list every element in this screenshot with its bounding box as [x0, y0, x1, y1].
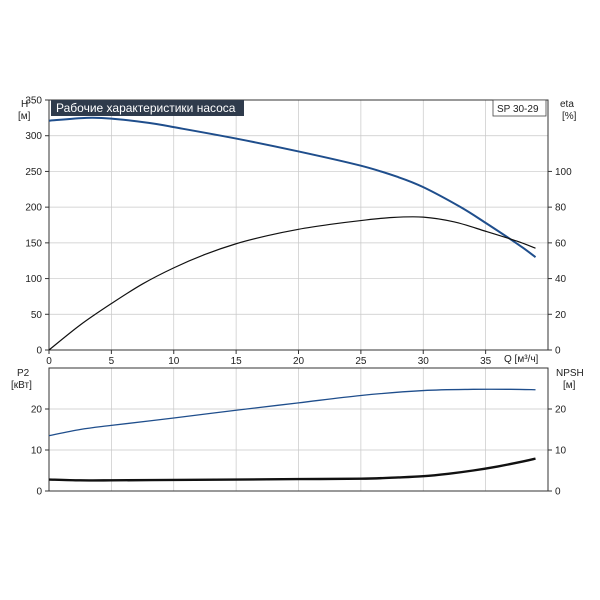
- efficiency-curve: [48, 216, 536, 351]
- y-right-tick-label: 20: [555, 405, 567, 416]
- y-right-tick-label: 80: [555, 203, 567, 214]
- y-right-tick-label: 10: [555, 446, 567, 457]
- npsh-curve: [48, 457, 536, 482]
- y-right-tick-label: 0: [555, 487, 561, 498]
- y-left-tick-label: 0: [36, 487, 42, 498]
- x-tick-label: 25: [355, 356, 367, 367]
- y-left-tick-label: 150: [25, 238, 42, 249]
- y-left-tick-label: 200: [25, 203, 42, 214]
- x-tick-label: 35: [480, 356, 492, 367]
- power-curve: [48, 388, 536, 437]
- y-right-tick-label: 40: [555, 274, 567, 285]
- y-axis-right-unit-bottom: [м]: [563, 380, 576, 391]
- bottom-chart-curves: [48, 388, 536, 482]
- model-label-box: [492, 99, 547, 117]
- bottom-chart-ticks: 0 10 20 0 10 20: [31, 405, 567, 498]
- y-axis-left-unit-bottom: [кВт]: [11, 380, 32, 391]
- x-tick-label: 15: [231, 356, 243, 367]
- x-tick-label: 20: [293, 356, 305, 367]
- head-curve: [48, 116, 537, 258]
- y-left-tick-label: 300: [25, 131, 42, 142]
- y-right-tick-label: 0: [555, 346, 561, 357]
- x-tick-label: 10: [168, 356, 180, 367]
- top-chart-curves: [48, 116, 537, 351]
- x-tick-label: 5: [109, 356, 115, 367]
- chart-title: Рабочие характеристики насоса: [56, 101, 236, 115]
- y-left-tick-label: 100: [25, 274, 42, 285]
- x-axis-label: Q [м³/ч]: [504, 354, 539, 365]
- y-left-tick-label: 0: [36, 346, 42, 357]
- bottom-chart-frame: [48, 367, 549, 492]
- y-left-tick-label: 20: [31, 405, 43, 416]
- x-tick-label: 0: [46, 356, 52, 367]
- y-axis-right-unit-top: [%]: [562, 111, 577, 122]
- y-axis-right-label-top: eta: [560, 99, 574, 110]
- y-left-tick-label: 50: [31, 310, 43, 321]
- model-label: SP 30-29: [497, 104, 539, 115]
- y-right-tick-label: 100: [555, 167, 572, 178]
- chart-title-box: [51, 100, 244, 116]
- top-chart-grid: [48, 99, 548, 351]
- x-tick-label: 30: [418, 356, 430, 367]
- y-axis-left-label-bottom: P2: [17, 368, 30, 379]
- y-left-tick-label: 10: [31, 446, 43, 457]
- y-left-tick-label: 350: [25, 96, 42, 107]
- y-axis-left-unit-top: [м]: [18, 111, 31, 122]
- y-left-tick-label: 250: [25, 167, 42, 178]
- y-axis-left-label-top: H: [21, 99, 28, 110]
- top-chart-ticks: 0 5 10 15 20 25 30 3505010015020025030035002040…: [25, 96, 572, 368]
- y-axis-right-label-bottom: NPSH: [556, 368, 584, 379]
- y-right-tick-label: 20: [555, 310, 567, 321]
- y-right-tick-label: 60: [555, 238, 567, 249]
